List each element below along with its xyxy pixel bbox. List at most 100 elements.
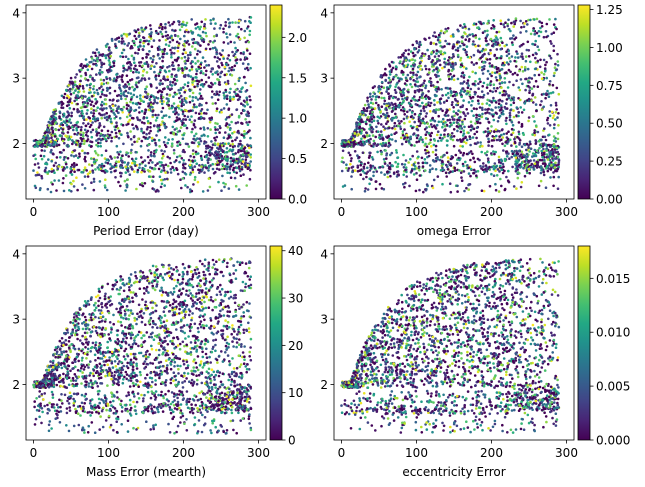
data-point [114, 131, 118, 135]
data-point [449, 170, 452, 173]
data-point [464, 114, 467, 117]
data-point [83, 77, 87, 80]
data-point [467, 131, 470, 135]
data-point [246, 68, 250, 72]
data-point [377, 87, 381, 91]
data-point [437, 33, 441, 37]
data-point [81, 135, 85, 138]
data-point [173, 78, 177, 82]
data-point [107, 59, 111, 62]
data-point [447, 62, 450, 66]
data-point [113, 89, 117, 93]
data-point [472, 40, 475, 43]
data-point [235, 108, 239, 111]
data-point [156, 124, 160, 127]
data-point [125, 103, 129, 107]
data-point [527, 161, 530, 164]
data-point [193, 85, 196, 89]
data-point [248, 20, 251, 23]
data-point [409, 77, 412, 81]
data-point [62, 169, 65, 172]
data-point [47, 124, 51, 127]
data-point [463, 43, 466, 47]
data-point [415, 73, 418, 77]
data-point [163, 69, 167, 72]
data-point [487, 19, 490, 23]
data-point [439, 51, 442, 54]
data-point [439, 97, 443, 100]
data-point [434, 42, 438, 46]
data-point [160, 102, 164, 106]
data-point [551, 148, 554, 151]
data-point [248, 33, 251, 37]
data-point [246, 163, 249, 167]
data-point [125, 35, 129, 38]
data-point [61, 181, 65, 185]
data-point [109, 117, 112, 121]
data-point [143, 62, 146, 65]
data-point [362, 167, 366, 170]
data-point [512, 115, 516, 119]
data-point [486, 150, 489, 153]
data-point [236, 121, 240, 124]
data-point [243, 19, 247, 23]
data-point [422, 54, 426, 58]
data-point [548, 114, 552, 118]
data-point [234, 21, 237, 24]
data-point [155, 62, 158, 65]
data-point [104, 138, 108, 141]
data-point [168, 36, 172, 39]
data-point [428, 125, 431, 128]
data-point [126, 80, 130, 84]
data-point [44, 162, 47, 165]
data-point [469, 158, 472, 162]
data-point [176, 144, 179, 147]
data-point [211, 90, 214, 93]
data-point [409, 83, 412, 86]
data-point [65, 115, 69, 119]
data-point [487, 121, 491, 124]
data-point [229, 156, 233, 160]
data-point [521, 57, 525, 60]
data-point [151, 139, 154, 142]
data-point [495, 56, 499, 60]
data-point [434, 153, 438, 156]
data-point [197, 80, 201, 83]
data-point [452, 128, 456, 131]
data-point [488, 184, 492, 188]
data-point [61, 131, 64, 135]
data-point [454, 111, 458, 115]
data-point [348, 153, 352, 157]
data-point [510, 133, 513, 136]
data-point [61, 139, 65, 143]
data-point [494, 188, 498, 192]
data-point [411, 43, 415, 47]
data-point [217, 78, 220, 82]
data-point [148, 170, 152, 173]
data-point [105, 118, 109, 121]
data-point [537, 184, 541, 188]
data-point [88, 75, 92, 79]
data-point [94, 97, 97, 101]
data-point [456, 129, 459, 133]
data-point [383, 99, 387, 103]
data-point [418, 174, 422, 177]
data-point [510, 55, 514, 58]
data-point [92, 112, 96, 115]
data-point [169, 48, 172, 52]
data-point [361, 151, 365, 154]
data-point [243, 130, 246, 133]
data-point [84, 64, 87, 68]
data-point [400, 69, 404, 73]
data-point [446, 27, 450, 30]
data-point [33, 163, 37, 166]
data-point [63, 156, 66, 159]
data-point [550, 42, 553, 45]
data-point [222, 57, 225, 60]
data-point [114, 44, 117, 48]
data-point [83, 187, 87, 190]
data-point [219, 71, 223, 75]
data-point [153, 167, 157, 171]
data-point [481, 72, 485, 75]
data-point [184, 99, 187, 103]
